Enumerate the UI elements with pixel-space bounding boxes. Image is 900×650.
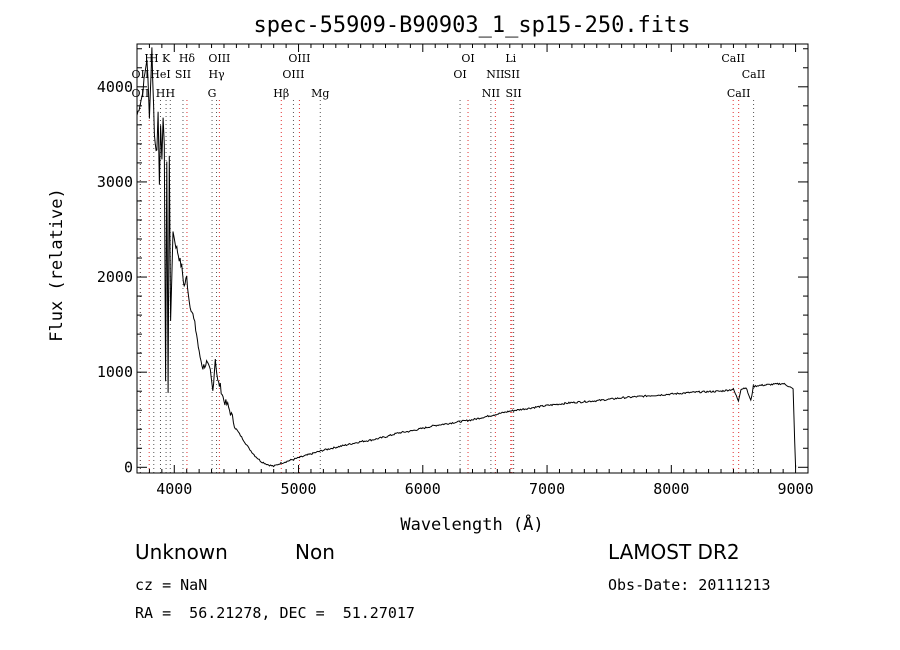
survey-name: LAMOST DR2 [608,540,740,564]
line-label-18: OI [453,68,466,81]
object-type: Unknown [135,540,228,564]
line-label-1: OII [131,68,149,81]
object-subclass: Non [295,540,335,564]
line-label-26: CaII [727,87,751,100]
y-axis-label: Flux (relative) [47,188,67,342]
coordinates: RA = 56.21278, DEC = 51.27017 [135,604,415,622]
line-label-13: Hβ [273,87,289,100]
line-label-8: SII [175,68,191,81]
line-label-24: CaII [721,52,745,65]
line-label-19: Li [505,52,516,65]
line-label-0: H [144,52,154,65]
line-label-21: SII [504,68,520,81]
x-tick-label-2: 6000 [405,480,441,498]
line-label-4: HeI [150,68,170,81]
line-label-11: Hγ [208,68,225,81]
y-tick-label-0: 0 [124,458,133,476]
y-tick-label-2: 2000 [97,268,133,286]
line-label-25: CaII [742,68,766,81]
line-label-14: OIII [288,52,310,65]
line-label-3: H [149,52,159,65]
line-label-20: NII [486,68,504,81]
y-tick-label-4: 4000 [97,78,133,96]
observation-date: Obs-Date: 20111213 [608,576,771,594]
redshift-cz: cz = NaN [135,576,208,594]
line-label-10: OIII [208,52,230,65]
x-axis-label: Wavelength (Å) [400,513,543,535]
chart-title: spec-55909-B90903_1_sp15-250.fits [253,13,690,38]
line-label-9: Hδ [179,52,196,65]
spectrum-chart: spec-55909-B90903_1_sp15-250.fits Wavele… [47,13,814,535]
line-label-15: OIII [282,68,304,81]
line-label-5: H [156,87,166,100]
x-tick-label-5: 9000 [778,480,814,498]
line-label-23: SII [506,87,522,100]
x-tick-label-3: 7000 [529,480,565,498]
line-label-6: K [162,52,171,65]
x-tick-label-1: 5000 [280,480,316,498]
axes: 4000 5000 6000 7000 8000 9000 0 1000 2000 3000 400… [97,44,814,498]
y-tick-label-3: 3000 [97,173,133,191]
x-tick-label-4: 8000 [653,480,689,498]
x-tick-label-0: 4000 [156,480,192,498]
line-label-7: H [166,87,176,100]
line-label-16: Mg [311,87,329,100]
plot-frame [136,43,809,474]
y-tick-label-1: 1000 [97,363,133,381]
line-label-2: OII [131,87,149,100]
spectrum-line [136,47,797,468]
line-label-22: NII [482,87,500,100]
line-label-12: G [208,87,217,100]
line-label-17: OI [461,52,474,65]
